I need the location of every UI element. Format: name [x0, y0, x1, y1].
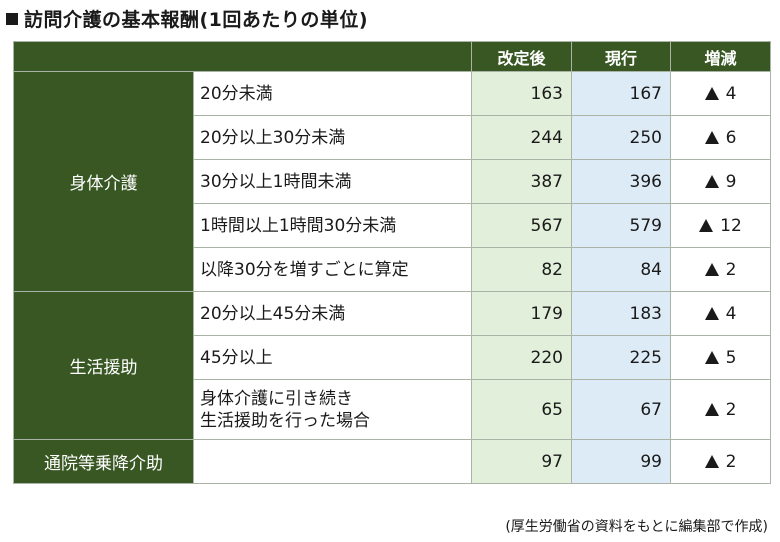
value-current: 396	[571, 159, 671, 204]
value-new: 567	[471, 203, 572, 248]
value-current: 167	[571, 71, 671, 116]
value-new: 65	[471, 379, 572, 440]
decrease-triangle-icon	[704, 454, 719, 468]
table-row: 身体介護 20分未満 163 167 4	[13, 71, 771, 292]
value-current: 579	[571, 203, 671, 248]
diff-number: 9	[725, 171, 737, 192]
diff-number: 2	[725, 399, 737, 420]
category-daily-life-support: 生活援助	[13, 291, 194, 440]
item-label: 20分未満	[193, 71, 472, 116]
decrease-triangle-icon	[704, 350, 719, 364]
value-current: 67	[571, 379, 671, 440]
page-title-text: 訪問介護の基本報酬(1回あたりの単位)	[24, 9, 369, 31]
decrease-triangle-icon	[704, 402, 719, 416]
item-label-line2: 生活援助を行った場合	[200, 410, 370, 431]
table-row: 20分以上30分未満 244 250 6	[14, 115, 771, 160]
fee-table: 改定後 現行 増減 身体介護 20分未満 163 167 4 20分以上30分未…	[13, 41, 771, 484]
item-label: 身体介護に引き続き 生活援助を行った場合	[193, 379, 472, 440]
table-row: 通院等乗降介助 97 99 2	[13, 439, 771, 484]
value-diff: 6	[670, 115, 771, 160]
category-transport-assist: 通院等乗降介助	[13, 439, 194, 484]
item-label: 30分以上1時間未満	[193, 159, 472, 204]
value-diff: 2	[670, 439, 771, 484]
table-row: 生活援助 20分以上45分未満 179 183 4	[13, 291, 771, 440]
square-bullet-icon	[6, 13, 18, 25]
item-label: 20分以上30分未満	[193, 115, 472, 160]
decrease-triangle-icon	[704, 174, 719, 188]
value-new: 97	[471, 439, 572, 484]
decrease-triangle-icon	[704, 306, 719, 320]
page-title: 訪問介護の基本報酬(1回あたりの単位)	[6, 5, 368, 35]
diff-number: 5	[725, 347, 737, 368]
decrease-triangle-icon	[704, 86, 719, 100]
diff-number: 6	[725, 127, 737, 148]
value-diff: 9	[670, 159, 771, 204]
value-diff: 4	[670, 71, 771, 116]
decrease-triangle-icon	[699, 218, 714, 232]
header-new: 改定後	[471, 41, 572, 72]
diff-number: 4	[725, 83, 737, 104]
table-row: 30分以上1時間未満 387 396 9	[14, 159, 771, 204]
category-physical-care: 身体介護	[13, 71, 194, 292]
table-row: 45分以上 220 225 5	[14, 335, 771, 380]
value-current: 183	[571, 291, 671, 336]
item-label: 1時間以上1時間30分未満	[193, 203, 472, 248]
value-diff: 12	[670, 203, 771, 248]
decrease-triangle-icon	[704, 262, 719, 276]
item-label: 45分以上	[193, 335, 472, 380]
value-current: 250	[571, 115, 671, 160]
value-diff: 2	[670, 379, 771, 440]
value-new: 82	[471, 247, 572, 292]
diff-number: 4	[725, 303, 737, 324]
item-label-line1: 身体介護に引き続き	[200, 388, 353, 409]
value-current: 84	[571, 247, 671, 292]
value-diff: 2	[670, 247, 771, 292]
value-current: 225	[571, 335, 671, 380]
header-corner	[13, 41, 472, 72]
diff-number: 12	[720, 215, 742, 236]
value-new: 387	[471, 159, 572, 204]
value-current: 99	[571, 439, 671, 484]
diff-number: 2	[725, 451, 737, 472]
decrease-triangle-icon	[704, 130, 719, 144]
item-label	[193, 439, 472, 484]
value-new: 220	[471, 335, 572, 380]
item-label: 以降30分を増すごとに算定	[193, 247, 472, 292]
diff-number: 2	[725, 259, 737, 280]
header-diff: 増減	[670, 41, 771, 72]
value-new: 163	[471, 71, 572, 116]
table-row: 1時間以上1時間30分未満 567 579 12	[14, 203, 771, 248]
source-note: (厚生労働省の資料をもとに編集部で作成)	[505, 519, 768, 535]
value-new: 179	[471, 291, 572, 336]
header-current: 現行	[571, 41, 671, 72]
item-label: 20分以上45分未満	[193, 291, 472, 336]
value-diff: 5	[670, 335, 771, 380]
table-header-row: 改定後 現行 増減	[13, 41, 771, 72]
value-new: 244	[471, 115, 572, 160]
value-diff: 4	[670, 291, 771, 336]
